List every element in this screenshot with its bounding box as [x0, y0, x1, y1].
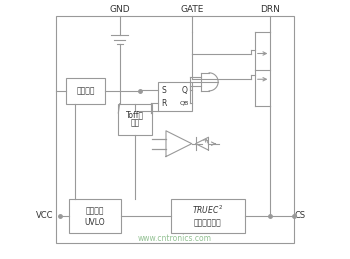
Text: 保护部分: 保护部分: [76, 86, 95, 95]
Text: VCC: VCC: [36, 211, 54, 220]
Bar: [118, 104, 152, 135]
Text: Q: Q: [182, 86, 188, 95]
Bar: [65, 78, 105, 104]
Text: R: R: [161, 99, 167, 108]
Text: QB: QB: [180, 101, 189, 106]
Text: www.cntronics.com: www.cntronics.com: [138, 234, 212, 243]
Bar: [69, 199, 121, 233]
Text: UVLO: UVLO: [85, 218, 105, 227]
Text: GND: GND: [109, 5, 130, 14]
Text: S: S: [162, 86, 166, 95]
Text: CS: CS: [294, 211, 306, 220]
Text: 芯片供电: 芯片供电: [86, 206, 104, 215]
Text: Toff控: Toff控: [126, 111, 144, 120]
Text: 制器: 制器: [131, 119, 140, 128]
Text: DRN: DRN: [260, 5, 280, 14]
Text: 闭环恒流控制: 闭环恒流控制: [194, 219, 222, 228]
Text: GATE: GATE: [180, 5, 203, 14]
Bar: [171, 199, 245, 233]
Bar: [158, 82, 192, 111]
Bar: [56, 16, 294, 243]
Text: $\it{TRUEC}^2$: $\it{TRUEC}^2$: [192, 204, 223, 216]
